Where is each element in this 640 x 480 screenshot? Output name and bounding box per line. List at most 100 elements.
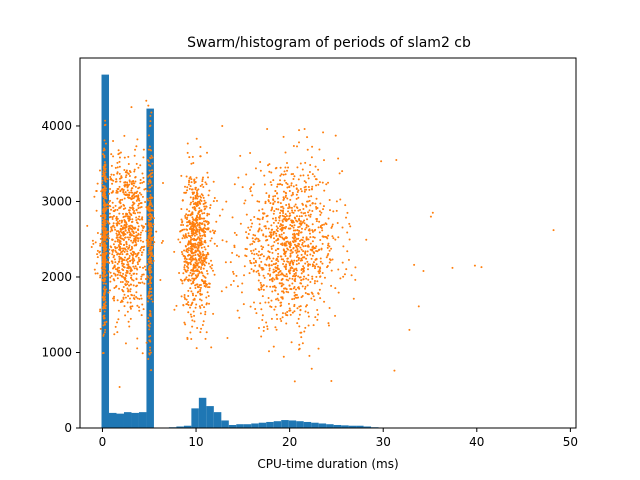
scatter-point [117, 149, 120, 152]
scatter-point [282, 231, 285, 234]
scatter-point [276, 197, 279, 200]
scatter-point [190, 225, 193, 228]
scatter-point [114, 325, 117, 328]
scatter-point [179, 278, 182, 281]
scatter-point [204, 231, 207, 234]
scatter-point [195, 191, 198, 194]
scatter-point [287, 279, 290, 282]
histogram-bar [341, 425, 349, 428]
scatter-point [313, 252, 316, 255]
scatter-point [136, 253, 139, 256]
scatter-point [280, 284, 283, 287]
scatter-point [142, 148, 145, 151]
scatter-point [208, 282, 211, 285]
scatter-point [121, 198, 124, 201]
scatter-point [133, 192, 136, 195]
scatter-point [184, 323, 187, 326]
histogram-bar [326, 424, 334, 428]
scatter-point [260, 245, 263, 248]
scatter-point [295, 263, 298, 266]
scatter-point [322, 205, 325, 208]
scatter-point [119, 280, 122, 283]
scatter-point [116, 234, 119, 237]
scatter-point [148, 169, 151, 172]
scatter-point [143, 282, 146, 285]
scatter-point [186, 186, 189, 189]
histogram-bar [318, 423, 327, 428]
scatter-point [114, 261, 117, 264]
scatter-point [102, 170, 105, 173]
scatter-point [284, 151, 287, 154]
scatter-point [206, 291, 209, 294]
scatter-point [148, 297, 151, 300]
scatter-point [473, 264, 476, 267]
scatter-point [328, 249, 331, 252]
scatter-point [185, 218, 188, 221]
scatter-point [245, 173, 248, 176]
scatter-point [254, 234, 257, 237]
scatter-point [123, 278, 126, 281]
scatter-point [293, 310, 296, 313]
scatter-point [271, 251, 274, 254]
scatter-point [99, 276, 102, 279]
scatter-point [284, 194, 287, 197]
scatter-point [260, 253, 263, 256]
scatter-point [301, 241, 304, 244]
scatter-point [135, 195, 138, 198]
scatter-point [191, 188, 194, 191]
scatter-point [260, 288, 263, 291]
scatter-point [180, 174, 183, 177]
scatter-point [120, 262, 123, 265]
scatter-point [132, 184, 135, 187]
scatter-point [135, 219, 138, 222]
scatter-point [248, 272, 251, 275]
scatter-point [303, 275, 306, 278]
scatter-point [195, 205, 198, 208]
scatter-point [186, 214, 189, 217]
scatter-point [204, 282, 207, 285]
scatter-point [201, 178, 204, 181]
scatter-point [150, 281, 153, 284]
scatter-point [190, 230, 193, 233]
scatter-point [127, 295, 130, 298]
scatter-point [181, 220, 184, 223]
scatter-point [327, 234, 330, 237]
scatter-point [245, 231, 248, 234]
scatter-point [111, 262, 114, 264]
scatter-point [199, 214, 201, 217]
scatter-point [137, 166, 140, 169]
scatter-point [287, 302, 290, 305]
scatter-point [193, 202, 196, 205]
scatter-point [206, 171, 209, 174]
scatter-point [119, 228, 122, 231]
scatter-point [304, 204, 307, 207]
scatter-point [297, 141, 300, 144]
scatter-point [198, 270, 201, 273]
scatter-point [268, 251, 271, 254]
scatter-point [128, 174, 131, 177]
scatter-point [277, 260, 280, 263]
scatter-point [307, 186, 310, 189]
scatter-point [279, 270, 282, 273]
scatter-point [149, 236, 152, 239]
scatter-point [203, 284, 206, 287]
scatter-point [289, 249, 292, 252]
scatter-point [301, 168, 304, 171]
scatter-point [194, 253, 197, 256]
scatter-point [116, 321, 119, 324]
scatter-point [191, 277, 194, 280]
scatter-point [146, 245, 149, 248]
scatter-point [100, 233, 103, 236]
scatter-point [187, 295, 190, 298]
scatter-point [148, 197, 151, 200]
scatter-point [346, 211, 349, 214]
scatter-point [292, 185, 295, 188]
scatter-point [300, 222, 303, 225]
scatter-point [203, 224, 206, 227]
scatter-point [274, 190, 277, 193]
scatter-point [148, 219, 151, 222]
scatter-point [296, 248, 299, 251]
scatter-point [260, 284, 263, 287]
scatter-point [300, 248, 303, 251]
scatter-point [273, 230, 276, 233]
